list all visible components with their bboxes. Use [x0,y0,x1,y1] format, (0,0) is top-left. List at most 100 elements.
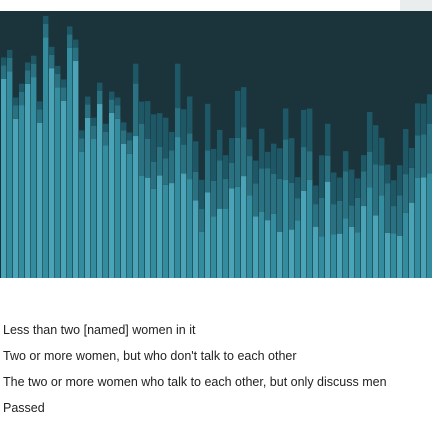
bar-segment [415,135,420,178]
bar-segment [265,168,270,220]
bar-segment [421,177,426,278]
stacked-bar-chart: 9219011907191519211927193319391945195119… [0,0,432,300]
bar-segment [1,57,6,65]
bar-segment [37,101,42,109]
bar-segment [43,16,48,24]
bar-segment [217,160,222,208]
bar-segment [385,165,390,184]
bar-segment [367,152,372,188]
bar-segment [409,148,414,168]
bar-segment [211,216,216,278]
bar-segment [61,79,66,87]
bar-segment [331,234,336,278]
bar-segment [235,138,240,187]
bar-segment [145,101,150,139]
bar-segment [187,96,192,133]
bar-segment [355,178,360,198]
bar-segment [103,145,108,278]
bar-segment [427,173,432,278]
bar-segment [379,138,384,166]
bar-segment [271,214,276,278]
bar-segment [295,220,300,278]
bar-segment [349,206,354,227]
bar-segment [229,188,234,278]
bar-segment [259,168,264,211]
bar-segment [49,47,54,55]
bar-segment [13,105,18,118]
bar-segment [337,201,342,234]
bar-segment [319,237,324,278]
bar-segment [229,163,234,189]
bar-segment [193,200,198,278]
bar-segment [175,64,180,108]
bar-segment [295,198,300,220]
bar-segment [193,141,198,171]
bar-segment [277,148,282,179]
bar-segment [391,233,396,278]
bar-segment [319,155,324,198]
bar-segment [301,191,306,278]
bar-segment [61,87,66,100]
bar-segment [109,100,114,113]
bar-segment [157,113,162,147]
bar-segment [247,195,252,278]
bar-segment [307,109,312,152]
bar-segment [127,140,132,153]
bar-segment [91,126,96,139]
bar-segment [331,204,336,234]
bar-segment [265,220,270,278]
bar-segment [271,174,276,214]
bar-segment [199,209,204,232]
bar-segment [235,187,240,278]
bar-segment [241,127,246,176]
bar-segment [373,125,378,164]
bar-segment [67,26,72,34]
bar-segment [67,34,72,47]
bar-segment [25,62,30,70]
bar-segment [211,149,216,181]
bar-segment [127,132,132,140]
bar-segment [409,203,414,278]
bar-segment [205,192,210,278]
bar-segment [7,50,12,58]
legend-label: Two or more women, but who don't talk to… [3,343,297,369]
bar-segment [337,234,342,278]
bar-segment [217,209,222,278]
bar-segment [229,138,234,163]
bar-segment [115,119,120,278]
bar-segment [379,195,384,278]
bar-segment [325,124,330,156]
bar-segment [181,174,186,278]
bar-segment [133,64,138,84]
bar-segment [253,161,258,184]
bar-segment [13,119,18,278]
bar-segment [253,184,258,217]
bar-segment [109,113,114,278]
bar-segment [61,101,66,278]
bar-segment [151,162,156,189]
bar-segment [427,94,432,123]
bar-segment [421,104,426,135]
bar-segment [115,105,120,118]
bar-segment [301,110,306,147]
bar-segment [379,165,384,195]
bar-segment [193,172,198,201]
bar-segment [295,177,300,198]
bar-segment [25,70,30,83]
bar-segment [385,233,390,278]
bar-segment [421,134,426,177]
bar-segment [217,130,222,160]
bar-segment [391,180,396,206]
bar-segment [55,74,60,87]
bar-segment [211,181,216,216]
bar-segment [373,164,378,215]
legend-label: The two or more women who talk to each o… [3,369,387,395]
bar-segment [241,176,246,278]
bar-segment [289,138,294,183]
bar-segment [121,122,126,130]
bar-segment [163,159,168,185]
bar-segment [103,132,108,145]
bar-segment [91,118,96,126]
bar-segment [7,58,12,71]
legend-item-only-discuss-men: The two or more women who talk to each o… [0,379,432,405]
